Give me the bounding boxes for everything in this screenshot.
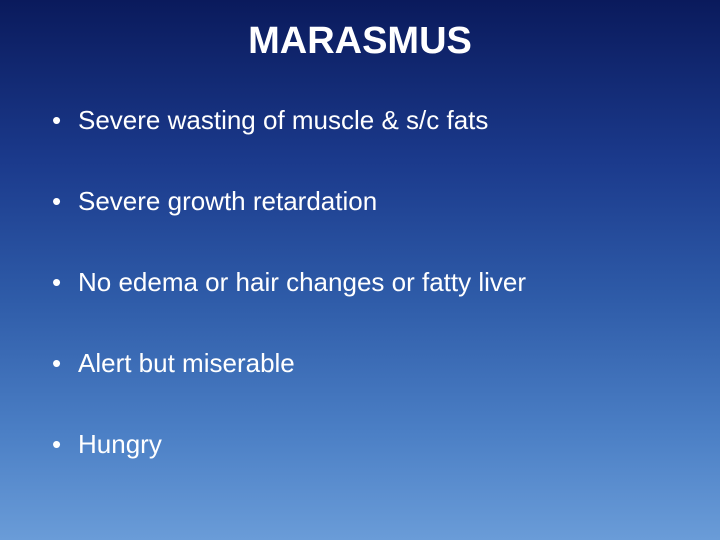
list-item: Severe growth retardation: [52, 186, 690, 217]
list-item: Hungry: [52, 429, 690, 460]
list-item: Severe wasting of muscle & s/c fats: [52, 105, 690, 136]
bullet-list: Severe wasting of muscle & s/c fats Seve…: [0, 105, 720, 460]
slide: MARASMUS Severe wasting of muscle & s/c …: [0, 0, 720, 540]
list-item: Alert but miserable: [52, 348, 690, 379]
list-item: No edema or hair changes or fatty liver: [52, 267, 690, 298]
slide-title: MARASMUS: [0, 0, 720, 75]
